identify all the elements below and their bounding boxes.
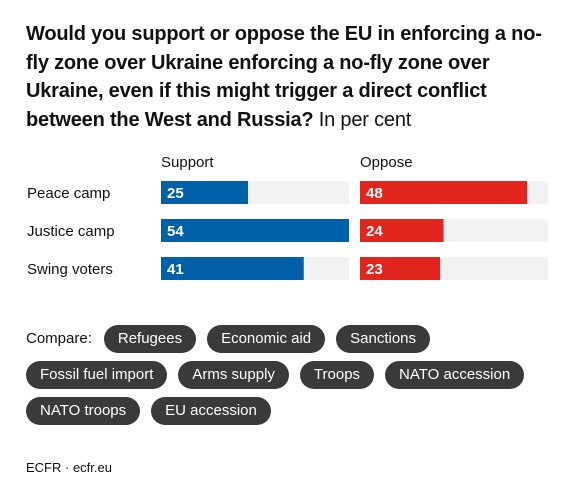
compare-option-fossil-fuel-import[interactable]: Fossil fuel import [26,361,168,389]
compare-option-refugees[interactable]: Refugees [103,325,197,353]
bar-support [161,219,349,242]
bar-value-label: 54 [167,223,184,240]
bar-chart: Support Oppose Peace camp 25 48 Justice camp 5… [27,154,548,280]
bar-value-label: 25 [167,185,184,202]
chart-title: Would you support or oppose the EU in en… [26,20,561,134]
compare-option-arms-supply[interactable]: Arms supply [178,361,289,389]
compare-label: Compare: [26,330,92,347]
title-question: Would you support or oppose the EU in en… [26,23,542,131]
compare-option-nato-troops[interactable]: NATO troops [26,397,141,425]
compare-option-nato-accession[interactable]: NATO accession [385,361,525,389]
category-label: Swing voters [27,261,113,278]
source-credit: ECFR · ecfr.eu [26,460,112,475]
bar-value-label: 23 [366,261,383,278]
compare-option-sanctions[interactable]: Sanctions [336,325,430,353]
compare-group: Compare: Refugees Economic aid Sanctions Fo… [26,325,566,425]
category-label: Justice camp [27,223,115,240]
bar-oppose [360,181,528,204]
bar-oppose [360,257,441,280]
compare-option-economic-aid[interactable]: Economic aid [207,325,326,353]
bar-value-label: 41 [167,261,184,278]
compare-option-eu-accession[interactable]: EU accession [151,397,271,425]
title-unit: In per cent [318,108,412,131]
bar-value-label: 24 [366,223,383,240]
bar-support [161,257,304,280]
bar-oppose [360,219,444,242]
bar-value-label: 48 [366,185,383,202]
series-header-oppose: Oppose [360,154,413,171]
series-header-support: Support [161,154,214,171]
category-label: Peace camp [27,185,110,202]
compare-option-troops[interactable]: Troops [299,361,375,389]
bar-support [161,181,249,204]
